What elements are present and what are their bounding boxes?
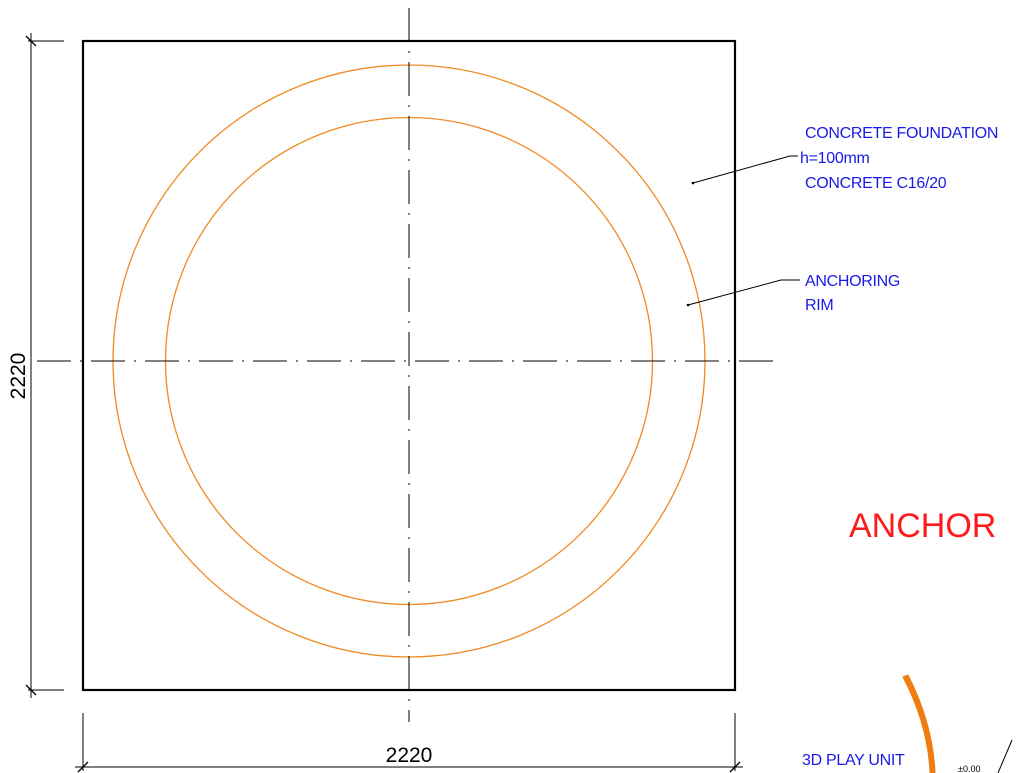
- rim-note-line1: ANCHORING: [805, 273, 900, 290]
- play-unit-detail: 3D PLAY UNIT ±0.00: [802, 674, 1013, 773]
- width-dimension-label: 2220: [386, 744, 433, 767]
- foundation-leader: [691, 155, 798, 185]
- foundation-note-line3: CONCRETE C16/20: [805, 175, 947, 192]
- play-unit-label: 3D PLAY UNIT: [802, 752, 905, 769]
- foundation-note: CONCRETE FOUNDATION h=100mm CONCRETE C16…: [800, 125, 998, 192]
- height-dimension: 2220: [7, 33, 64, 698]
- rim-note: ANCHORING RIM: [805, 273, 900, 314]
- anchoring-rim-section-arc: [902, 674, 936, 773]
- foundation-note-line2: h=100mm: [800, 150, 870, 167]
- level-marker: ±0.00: [958, 764, 980, 773]
- width-dimension: 2220: [75, 713, 743, 773]
- foundation-note-line1: CONCRETE FOUNDATION: [805, 125, 998, 142]
- rim-note-line2: RIM: [805, 297, 833, 314]
- height-dimension-label: 2220: [7, 353, 30, 400]
- rim-leader: [686, 279, 800, 307]
- drawing-title-fragment: ANCHOR: [849, 507, 996, 545]
